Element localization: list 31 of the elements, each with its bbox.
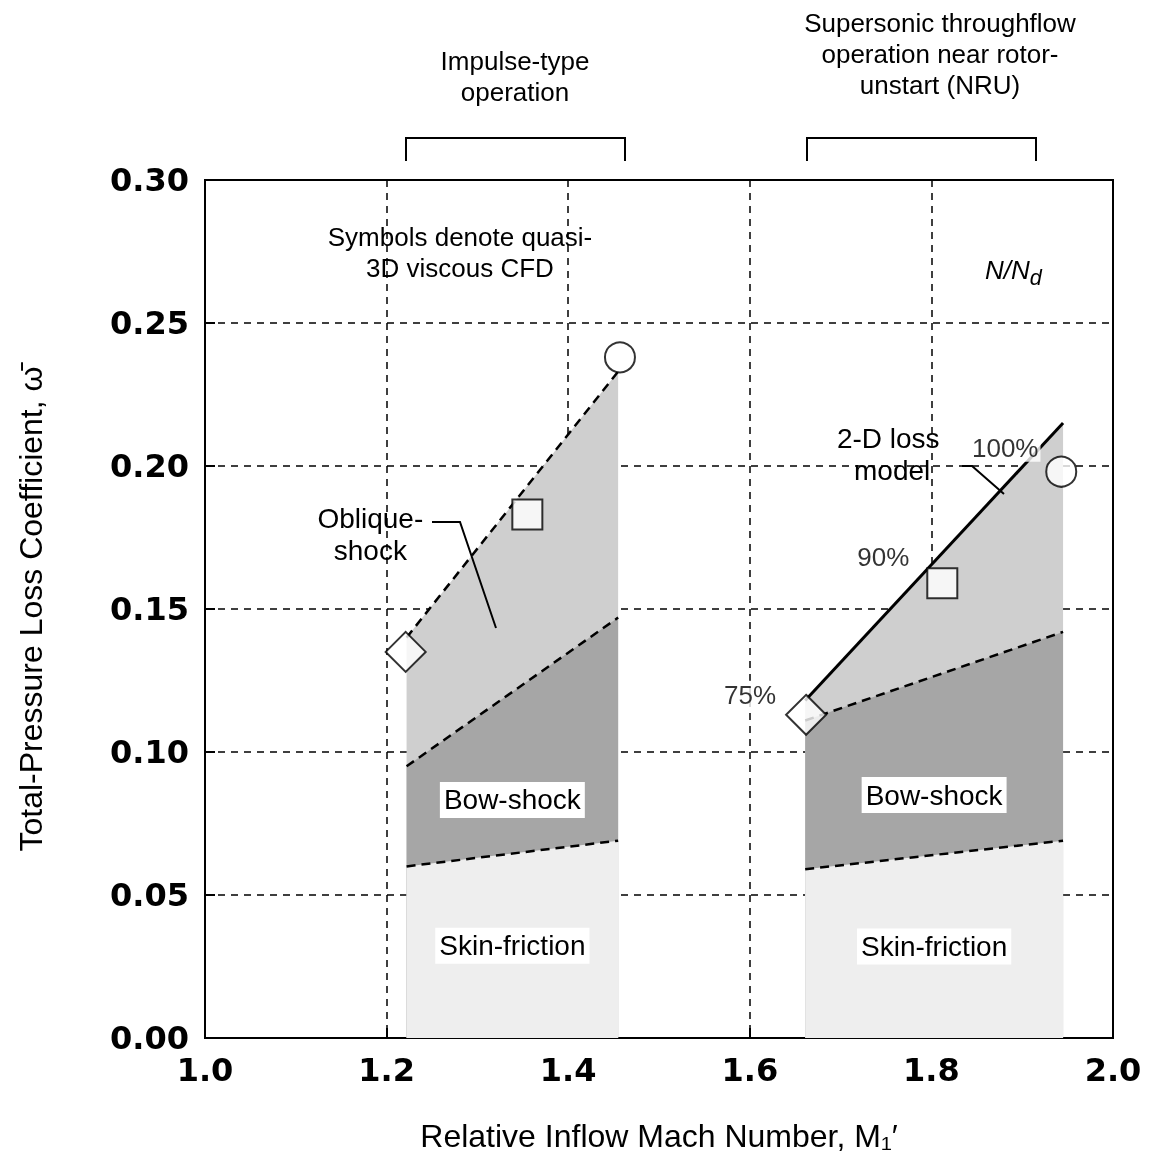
series-label: 90% <box>857 542 910 573</box>
point <box>511 498 544 531</box>
x-axis-title: Relative Inflow Mach Number, M₁′ <box>420 1118 898 1154</box>
y-tick-label: 0.30 <box>110 161 189 199</box>
point <box>926 567 959 600</box>
series-label: 100% <box>971 432 1039 463</box>
series-label: Oblique-shock <box>317 502 424 566</box>
point <box>785 693 828 736</box>
y-tick-label: 0.05 <box>110 876 189 914</box>
y-tick-label: 0.15 <box>110 590 189 628</box>
x-tick-label: 1.6 <box>721 1051 779 1089</box>
series-label: Bow-shock <box>865 779 1004 811</box>
point <box>384 630 427 673</box>
y-tick-label: 0.10 <box>110 733 189 771</box>
y-axis-title: Total-Pressure Loss Coefficient, ω̄ <box>13 361 49 852</box>
text: Supersonic throughflow operation near rotor-unstart (NRU) <box>803 8 1077 101</box>
text: Impulse-type operation <box>439 46 591 108</box>
series-label: Bow-shock <box>443 784 582 816</box>
series-label: Skin-friction <box>860 930 1008 962</box>
annotation: Symbols denote quasi-3D viscous CFD <box>326 222 594 284</box>
y-tick-label: 0.25 <box>110 304 189 342</box>
x-tick-label: 1.4 <box>539 1051 597 1089</box>
x-tick-label: 2.0 <box>1084 1051 1142 1089</box>
series-label: 75% <box>724 679 777 710</box>
point <box>1045 455 1078 488</box>
series-label: 2-D loss model <box>836 423 948 487</box>
legend-title: N/N$_{d}$ <box>985 255 1042 292</box>
x-tick-label: 1.2 <box>358 1051 415 1089</box>
series-label: Skin-friction <box>439 930 586 962</box>
y-tick-label: 0.20 <box>110 447 189 485</box>
x-tick-label: 1.8 <box>903 1051 960 1089</box>
